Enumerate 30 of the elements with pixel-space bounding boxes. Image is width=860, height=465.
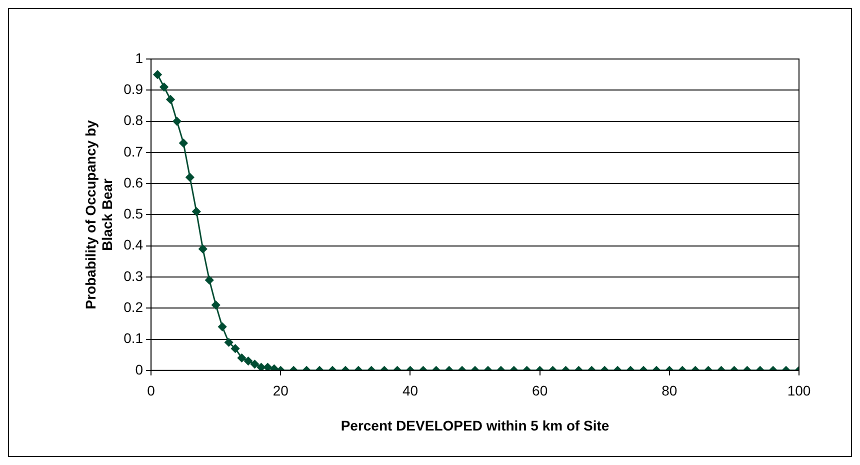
- point: [153, 70, 162, 79]
- y-tick-label: 0.2: [124, 298, 144, 315]
- point: [212, 300, 220, 310]
- y-tick-label: 0.8: [124, 112, 144, 128]
- point: [205, 276, 214, 284]
- x-tick-label: 100: [787, 382, 811, 399]
- y-tick-label: 0: [135, 361, 144, 378]
- point: [186, 173, 194, 182]
- y-tick-label: 0.1: [124, 330, 144, 346]
- point: [172, 117, 182, 126]
- y-tick-label: 0.3: [124, 268, 144, 284]
- point: [256, 363, 266, 370]
- x-axis-title: Percent DEVELOPED within 5 km of Site: [340, 417, 610, 434]
- point: [160, 82, 168, 92]
- x-tick-label: 20: [272, 382, 289, 399]
- y-tick-label: 1: [135, 50, 144, 66]
- y-tick-label: 0.4: [124, 236, 144, 253]
- point: [198, 244, 208, 254]
- x-tick-label: 40: [402, 382, 418, 399]
- point: [192, 207, 201, 216]
- y-tick-label: 0.9: [124, 81, 144, 97]
- y-tick-label: 0.5: [124, 206, 144, 222]
- point: [166, 95, 175, 104]
- y-axis-title: Probability of Occupancy by Black Bear: [82, 120, 116, 310]
- x-tick-label: 60: [532, 382, 548, 399]
- point: [179, 138, 188, 148]
- y-tick-label: 0.6: [124, 174, 144, 190]
- y-tick-label: 0.7: [124, 143, 144, 160]
- x-tick-label: 80: [662, 382, 678, 399]
- x-tick-label: 0: [147, 382, 156, 399]
